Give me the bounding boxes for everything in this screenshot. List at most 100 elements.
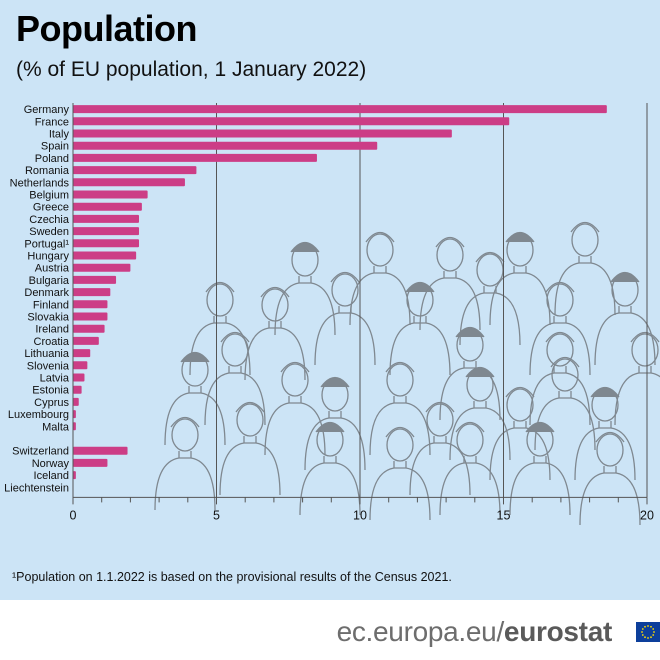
person-shoulders xyxy=(264,402,326,456)
category-label: Greece xyxy=(33,202,69,214)
person-shoulders xyxy=(529,322,591,376)
person-neck xyxy=(213,316,227,323)
category-label: Iceland xyxy=(34,470,69,482)
person-neck xyxy=(578,256,592,263)
bar xyxy=(73,373,85,382)
person-hair xyxy=(180,351,210,363)
person-head xyxy=(551,358,579,392)
person-head xyxy=(171,418,199,452)
person-shoulders xyxy=(574,427,636,481)
category-label: Lithuania xyxy=(24,348,70,360)
person-neck xyxy=(433,436,447,443)
person-head xyxy=(426,403,454,437)
bar xyxy=(73,263,131,272)
person-figure xyxy=(264,361,326,456)
category-label: Romania xyxy=(25,165,70,177)
person-figure xyxy=(579,431,641,526)
person-neck xyxy=(618,306,632,313)
person-head xyxy=(506,388,534,422)
category-label: Poland xyxy=(35,153,69,165)
category-label: Liechtenstein xyxy=(4,482,69,494)
bar xyxy=(73,178,185,187)
person-neck xyxy=(228,366,242,373)
person-head xyxy=(261,288,289,322)
person-figure xyxy=(204,331,266,426)
person-shoulders xyxy=(299,462,361,516)
person-hair xyxy=(505,386,535,398)
person-shoulders xyxy=(154,457,216,511)
category-label: Austria xyxy=(35,263,70,275)
person-figure xyxy=(594,271,656,366)
people-illustration xyxy=(154,221,660,526)
flag-star xyxy=(641,628,644,630)
person-shoulders xyxy=(614,372,660,426)
category-label: Finland xyxy=(33,299,69,311)
person-head xyxy=(366,233,394,267)
person-shoulders xyxy=(164,392,226,446)
bar xyxy=(73,275,117,284)
person-hair xyxy=(435,236,465,248)
person-figure xyxy=(419,236,481,331)
person-neck xyxy=(638,366,652,373)
person-hair xyxy=(525,421,555,433)
person-figure xyxy=(409,401,471,496)
flag-star xyxy=(641,631,643,633)
category-label: Bulgaria xyxy=(29,275,70,287)
category-label: Hungary xyxy=(27,251,69,263)
bar xyxy=(73,239,140,248)
bar xyxy=(73,190,148,199)
person-head xyxy=(571,223,599,257)
person-neck xyxy=(178,451,192,458)
bar xyxy=(73,312,108,321)
person-hair xyxy=(320,376,350,388)
person-neck xyxy=(603,466,617,473)
category-label: Norway xyxy=(32,458,70,470)
person-hair xyxy=(365,231,395,243)
bar xyxy=(73,446,128,455)
category-label: Switzerland xyxy=(12,446,69,458)
brand-prefix: ec.europa.eu/ xyxy=(336,616,505,647)
person-hair xyxy=(455,326,485,338)
category-labels: GermanyFranceItalySpainPolandRomaniaNeth… xyxy=(4,104,70,494)
person-hair xyxy=(570,221,600,233)
category-label: Netherlands xyxy=(10,177,70,189)
person-figure xyxy=(349,231,411,326)
bar xyxy=(73,349,91,358)
person-figure xyxy=(274,241,336,336)
person-neck xyxy=(338,306,352,313)
person-head xyxy=(596,433,624,467)
person-shoulders xyxy=(389,322,451,376)
bar xyxy=(73,105,607,114)
flag-star xyxy=(650,625,652,628)
person-hair xyxy=(545,281,575,293)
x-tick-label: 5 xyxy=(213,508,220,522)
person-head xyxy=(386,363,414,397)
person-shoulders xyxy=(304,417,366,471)
category-label: Estonia xyxy=(32,385,70,397)
flag-star xyxy=(647,625,649,627)
brand-name: eurostat xyxy=(503,616,612,647)
person-hair xyxy=(330,271,360,283)
person-hair xyxy=(315,421,345,433)
bar xyxy=(73,227,140,236)
person-shoulders xyxy=(419,277,481,331)
person-neck xyxy=(268,321,282,328)
person-hair xyxy=(205,281,235,293)
bar xyxy=(73,117,510,126)
bar xyxy=(73,166,197,175)
person-head xyxy=(456,423,484,457)
person-shoulders xyxy=(409,442,471,496)
person-neck xyxy=(463,456,477,463)
category-label: Czechia xyxy=(29,214,70,226)
person-figure xyxy=(614,331,660,426)
person-neck xyxy=(188,386,202,393)
flag-star xyxy=(652,628,655,630)
person-hair xyxy=(455,421,485,433)
person-neck xyxy=(473,401,487,408)
person-head xyxy=(546,283,574,317)
person-figure xyxy=(219,401,281,496)
person-head xyxy=(281,363,309,397)
eurostat-brand[interactable]: ec.europa.eu/eurostat xyxy=(336,616,613,648)
person-figure xyxy=(189,281,251,376)
person-hair xyxy=(235,401,265,413)
